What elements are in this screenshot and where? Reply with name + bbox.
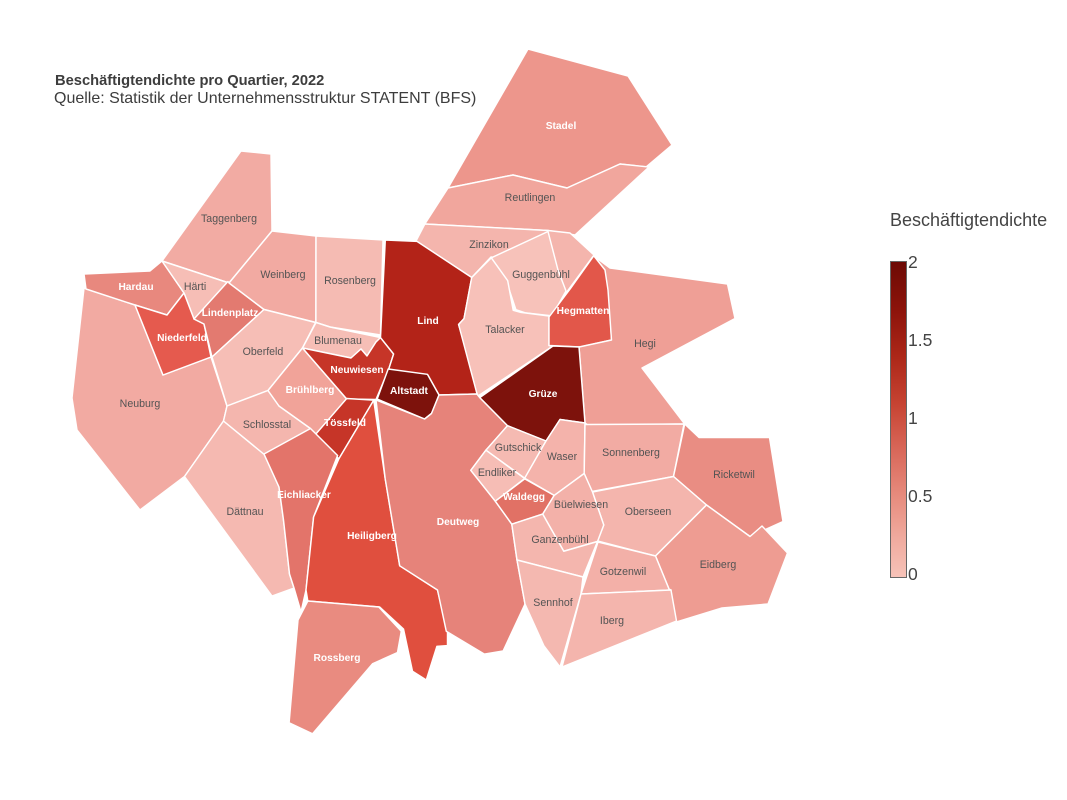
svg-text:Eichliacker: Eichliacker <box>277 490 331 501</box>
svg-text:Sennhof: Sennhof <box>533 597 573 609</box>
svg-text:Ricketwil: Ricketwil <box>713 469 755 481</box>
svg-text:Deutweg: Deutweg <box>437 517 479 528</box>
svg-text:Tössfeld: Tössfeld <box>324 418 366 429</box>
svg-text:Heiligberg: Heiligberg <box>347 531 397 542</box>
svg-text:Zinzikon: Zinzikon <box>469 239 509 251</box>
svg-text:Ganzenbühl: Ganzenbühl <box>531 534 588 546</box>
svg-text:Reutlingen: Reutlingen <box>505 192 556 204</box>
svg-text:Stadel: Stadel <box>546 121 577 132</box>
svg-text:Waser: Waser <box>547 451 578 463</box>
svg-text:Oberfeld: Oberfeld <box>243 346 284 358</box>
svg-text:Niederfeld: Niederfeld <box>157 333 207 344</box>
svg-text:Weinberg: Weinberg <box>260 269 305 281</box>
svg-text:Hegi: Hegi <box>634 338 656 350</box>
svg-text:Büelwiesen: Büelwiesen <box>554 499 608 511</box>
svg-text:Brühlberg: Brühlberg <box>286 385 335 396</box>
svg-text:Gotzenwil: Gotzenwil <box>600 566 647 578</box>
svg-text:Rossberg: Rossberg <box>314 653 361 664</box>
svg-text:Dättnau: Dättnau <box>226 506 263 518</box>
svg-text:Hardau: Hardau <box>118 282 153 293</box>
svg-text:Endliker: Endliker <box>478 467 517 479</box>
svg-text:Schlosstal: Schlosstal <box>243 419 291 431</box>
svg-text:Iberg: Iberg <box>600 615 624 627</box>
svg-text:Altstadt: Altstadt <box>390 386 429 397</box>
svg-text:Härti: Härti <box>184 281 206 293</box>
svg-text:Oberseen: Oberseen <box>625 506 672 518</box>
svg-text:Neuburg: Neuburg <box>120 398 161 410</box>
svg-text:Sonnenberg: Sonnenberg <box>602 447 660 459</box>
svg-text:Grüze: Grüze <box>529 389 558 400</box>
svg-text:Lind: Lind <box>417 316 439 327</box>
svg-text:Lindenplatz: Lindenplatz <box>202 308 259 319</box>
svg-text:Eidberg: Eidberg <box>700 559 737 571</box>
svg-text:Rosenberg: Rosenberg <box>324 275 376 287</box>
svg-text:Neuwiesen: Neuwiesen <box>330 365 383 376</box>
svg-text:Waldegg: Waldegg <box>503 492 545 503</box>
svg-text:Blumenau: Blumenau <box>314 335 362 347</box>
svg-text:Taggenberg: Taggenberg <box>201 213 257 225</box>
svg-text:Hegmatten: Hegmatten <box>557 306 610 317</box>
svg-text:Gutschick: Gutschick <box>495 442 542 454</box>
svg-text:Talacker: Talacker <box>485 324 525 336</box>
svg-text:Guggenbühl: Guggenbühl <box>512 269 570 281</box>
